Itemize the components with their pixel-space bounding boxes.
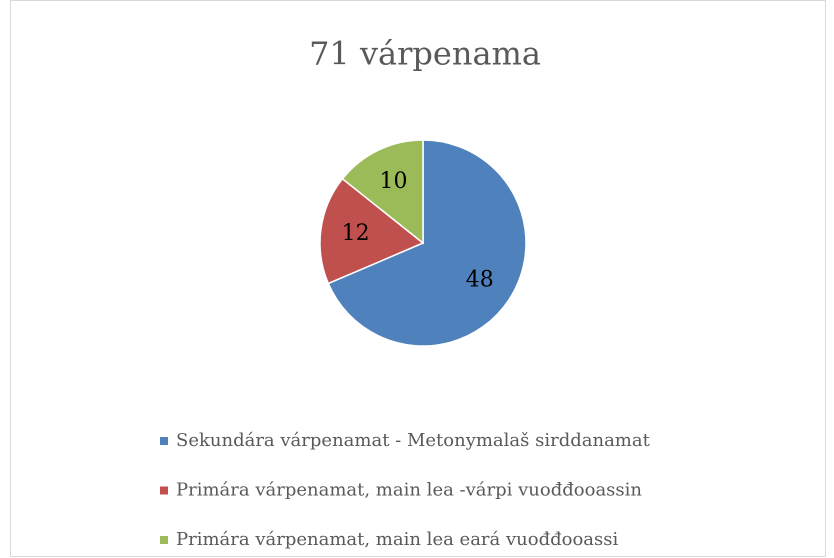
- legend-swatch: [160, 437, 168, 445]
- legend-swatch: [160, 486, 168, 495]
- legend-label: Primára várpenamat, main lea -várpi vuođ…: [176, 480, 642, 501]
- legend-swatch: [160, 536, 168, 544]
- data-label: 48: [466, 267, 494, 292]
- pie-slice: [327, 139, 527, 347]
- pie-slice: [341, 139, 424, 245]
- data-label: 10: [380, 169, 408, 194]
- pie-slice: [319, 177, 425, 285]
- legend-label: Sekundára várpenamat - Metonymalaš sirdd…: [176, 430, 651, 451]
- legend-label: Primára várpenamat, main lea eará vuođđo…: [176, 529, 619, 550]
- chart-title: 71 várpenama: [309, 35, 541, 73]
- data-label: 12: [342, 221, 370, 246]
